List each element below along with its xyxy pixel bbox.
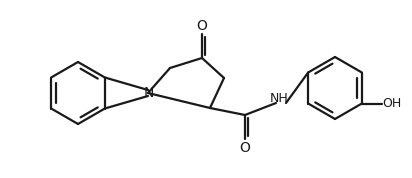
Text: O: O — [239, 141, 250, 155]
Text: N: N — [144, 86, 154, 100]
Text: OH: OH — [382, 97, 401, 110]
Text: NH: NH — [269, 93, 288, 106]
Text: O: O — [197, 19, 207, 33]
